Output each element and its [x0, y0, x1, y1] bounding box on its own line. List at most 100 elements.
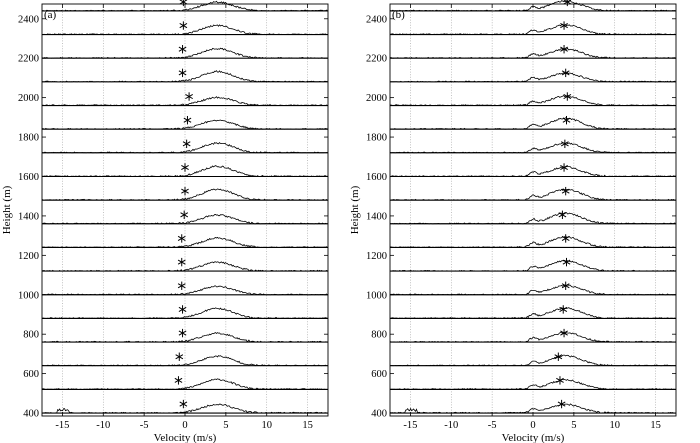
spectrum-line	[389, 259, 676, 272]
marker-stroke	[183, 117, 192, 123]
y-tick-label: 2200	[366, 54, 387, 65]
marker-stroke	[562, 259, 571, 265]
mean-velocity-marker	[562, 257, 571, 267]
mean-velocity-marker	[560, 163, 568, 172]
mean-velocity-marker	[175, 352, 184, 361]
mean-velocity-marker	[177, 281, 186, 290]
mean-velocity-marker	[182, 139, 191, 149]
marker-stroke	[177, 283, 186, 289]
y-tick-label: 600	[23, 369, 39, 380]
spectrum-line	[389, 166, 676, 177]
marker-stroke	[180, 212, 189, 218]
y-tick-label: 2400	[18, 14, 39, 25]
x-tick-label: 5	[223, 420, 228, 431]
x-tick-label: -10	[96, 420, 110, 431]
panel-label: (b)	[392, 9, 405, 21]
spectrum-line	[389, 307, 676, 319]
mean-velocity-marker	[560, 328, 568, 338]
mean-velocity-marker	[561, 281, 570, 290]
mean-velocity-marker	[563, 92, 572, 101]
spectrum-line	[389, 284, 676, 296]
mean-velocity-marker	[560, 45, 568, 54]
y-tick-label: 1000	[366, 290, 387, 301]
spectrum-line	[389, 47, 676, 59]
mean-velocity-marker	[180, 210, 189, 219]
y-tick-label: 1800	[366, 133, 387, 144]
marker-stroke	[561, 283, 570, 289]
marker-stroke	[563, 93, 572, 100]
mean-velocity-marker	[179, 21, 188, 30]
x-tick-label: 10	[609, 420, 620, 431]
marker-stroke	[175, 354, 184, 360]
spectrum-line	[390, 117, 676, 130]
marker-stroke	[556, 377, 564, 383]
marker-stroke	[562, 117, 571, 123]
marker-stroke	[560, 23, 568, 29]
mean-velocity-marker	[561, 68, 570, 78]
y-axis-label: Height (m)	[1, 185, 13, 234]
y-tick-label: 1000	[18, 290, 39, 301]
x-tick-label: -15	[55, 420, 69, 431]
marker-stroke	[558, 212, 567, 218]
mean-velocity-marker	[183, 115, 192, 125]
y-tick-label: 1600	[366, 172, 387, 183]
spectrum-line	[389, 403, 676, 414]
x-tick-label: 5	[571, 420, 576, 431]
marker-stroke	[557, 401, 566, 407]
spectrum-line	[389, 332, 676, 343]
y-tick-label: 2400	[366, 14, 387, 25]
mean-velocity-marker	[179, 0, 188, 7]
marker-stroke	[178, 306, 187, 312]
spectrum-line	[41, 47, 328, 59]
marker-stroke	[182, 141, 191, 147]
mean-velocity-marker	[563, 0, 572, 7]
spectrum-line	[42, 403, 328, 414]
marker-stroke	[560, 330, 568, 336]
x-tick-label: -10	[444, 420, 458, 431]
marker-stroke	[560, 46, 568, 52]
spectrum-line	[390, 354, 676, 367]
spectrum-line	[389, 142, 676, 154]
mean-velocity-marker	[560, 139, 569, 149]
marker-stroke	[554, 354, 563, 360]
y-tick-label: 400	[23, 409, 39, 420]
marker-stroke	[178, 46, 187, 52]
mean-velocity-marker	[178, 305, 187, 314]
y-tick-label: 1200	[366, 251, 387, 262]
mean-velocity-marker	[181, 186, 189, 196]
mean-velocity-marker	[179, 399, 188, 409]
marker-stroke	[174, 377, 183, 383]
y-tick-label: 1400	[18, 211, 39, 222]
x-tick-label: 15	[650, 420, 661, 431]
y-tick-label: 800	[23, 330, 39, 341]
spectrum-line	[41, 261, 328, 272]
mean-velocity-marker	[177, 257, 186, 267]
marker-stroke	[177, 259, 186, 265]
marker-stroke	[178, 330, 187, 336]
y-axis-label: Height (m)	[349, 185, 361, 234]
spectrum-line	[41, 236, 328, 248]
mean-velocity-marker	[559, 305, 568, 314]
chart-panel-2: -15 -10 -5 0 5 10 15 400 600 800 1000 1200 1400 1600 1…	[349, 0, 677, 443]
spectrum-line	[42, 142, 328, 154]
spectrum-line	[389, 378, 676, 390]
marker-stroke	[561, 188, 570, 194]
mean-velocity-marker	[560, 21, 568, 30]
x-axis-label: Velocity (m/s)	[502, 432, 565, 443]
marker-stroke	[177, 235, 186, 241]
mean-velocity-marker	[554, 352, 563, 361]
panel-label: (a)	[44, 9, 57, 21]
mean-velocity-marker	[181, 163, 189, 172]
mean-velocity-marker	[174, 376, 183, 385]
mean-velocity-marker	[178, 328, 187, 338]
x-tick-label: -5	[488, 420, 497, 431]
x-tick-label: 0	[182, 420, 187, 431]
marker-stroke	[559, 306, 568, 312]
spectrum-line	[389, 23, 676, 36]
mean-velocity-marker	[562, 115, 571, 125]
x-tick-label: -5	[140, 420, 149, 431]
y-tick-label: 1600	[18, 172, 39, 183]
y-tick-label: 1400	[366, 211, 387, 222]
x-tick-label: 10	[261, 420, 272, 431]
